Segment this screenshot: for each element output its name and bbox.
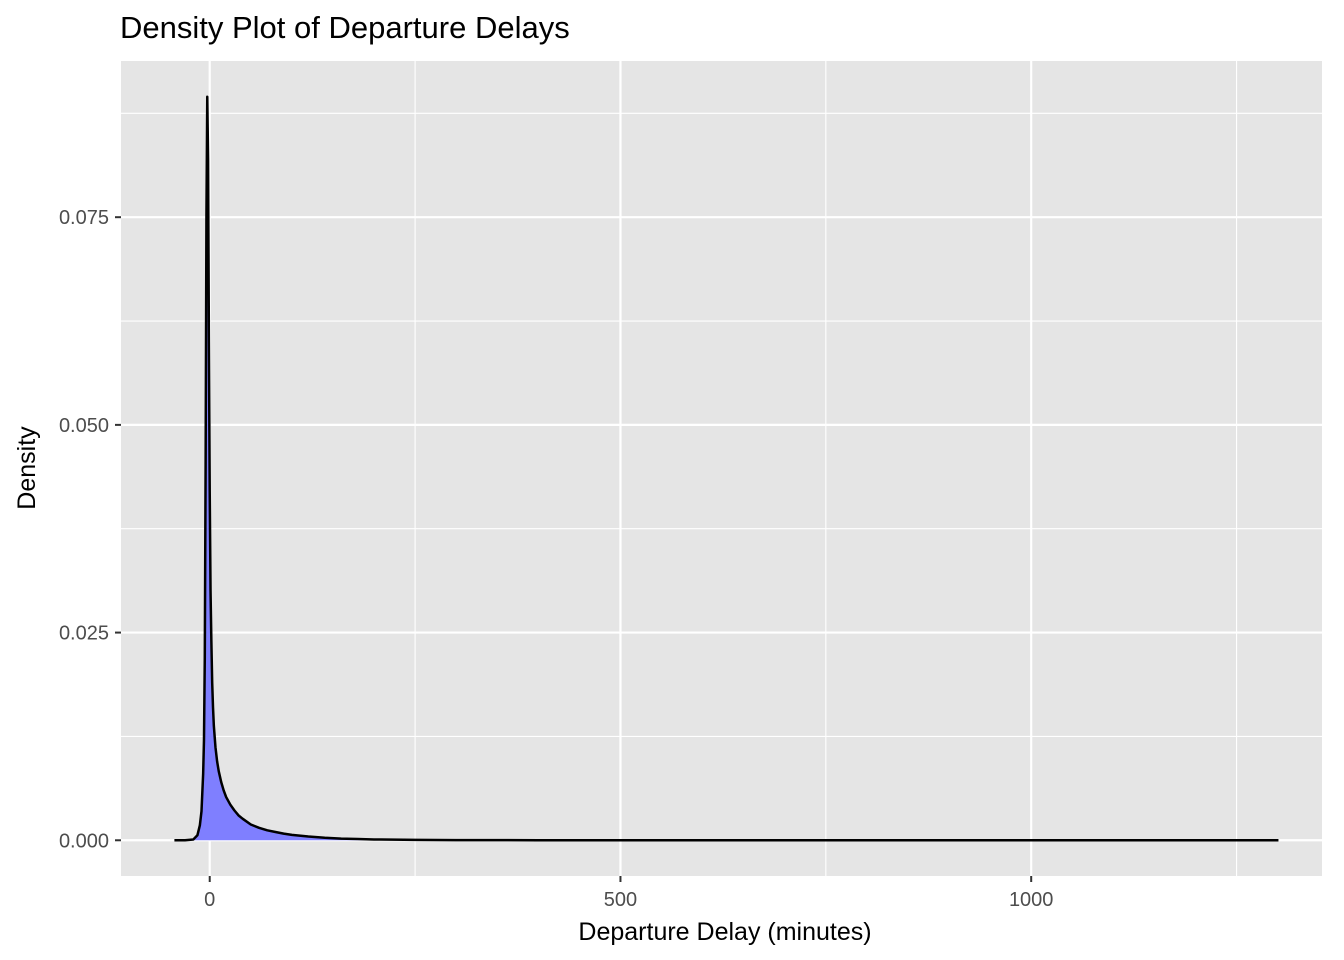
x-tick-label: 0 (204, 889, 215, 911)
y-tick-label: 0.075 (59, 207, 109, 229)
x-tick-label: 500 (604, 889, 637, 911)
minor-gridlines (121, 61, 1322, 876)
y-tick-label: 0.000 (59, 830, 109, 852)
x-tick-label: 1000 (1009, 889, 1054, 911)
y-tick-label: 0.050 (59, 415, 109, 437)
x-axis-title: Departure Delay (minutes) (578, 918, 871, 946)
y-tick-label: 0.025 (59, 623, 109, 645)
chart-title: Density Plot of Departure Delays (120, 10, 570, 45)
x-axis: 0 500 1000 (204, 876, 1053, 911)
y-axis: 0.000 0.025 0.050 0.075 (59, 207, 121, 852)
y-axis-title: Density (13, 426, 41, 510)
density-curve-line (174, 95, 1279, 842)
plot-panel (121, 61, 1322, 876)
